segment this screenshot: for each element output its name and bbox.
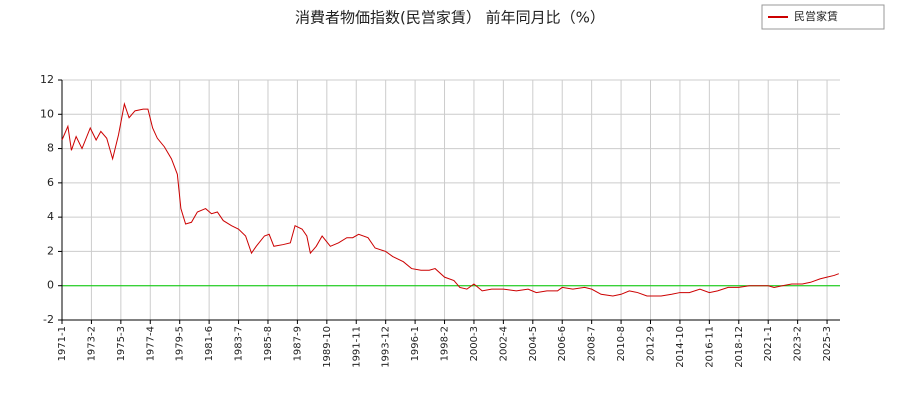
x-tick-label: 2002-4 [498,326,509,361]
y-tick-label: 8 [47,142,54,155]
data-line [61,102,839,297]
x-tick-label: 1979-5 [175,326,186,361]
y-tick-label: 0 [47,279,54,292]
legend-label: 民営家賃 [794,9,838,23]
x-tick-label: 1996-1 [410,326,421,361]
x-tick-label: 2010-8 [616,326,627,361]
chart-title: 消費者物価指数(民営家賃） 前年同月比（%） [295,9,605,27]
x-tick-label: 1989-10 [322,326,333,368]
x-tick-label: 2012-9 [646,326,657,361]
y-tick-label: 2 [47,244,54,257]
y-tick-label: 6 [47,176,54,189]
x-tick-label: 1981-6 [204,326,215,361]
x-tick-label: 2023-2 [793,326,804,361]
x-tick-label: 1975-3 [116,326,127,361]
x-tick-label: 1998-2 [440,326,451,361]
x-tick-label: 2008-7 [587,326,598,361]
x-tick-label: 2018-12 [734,326,745,368]
x-tick-label: 1985-8 [263,326,274,361]
x-tick-label: 1973-2 [86,326,97,361]
x-tick-label: 2004-5 [528,326,539,361]
x-tick-label: 2021-1 [763,326,774,361]
x-tick-label: 1991-11 [351,326,362,368]
x-tick-label: 1983-7 [234,326,245,361]
y-tick-label: 4 [47,210,54,223]
x-tick-label: 2025-3 [822,326,833,361]
y-tick-label: 12 [40,73,54,86]
x-tick-label: 1993-12 [381,326,392,368]
x-tick-label: 2000-3 [469,326,480,361]
x-tick-label: 2016-11 [704,326,715,368]
y-tick-label: -2 [43,313,54,326]
x-tick-label: 2014-10 [675,326,686,368]
x-tick-label: 2006-6 [557,326,568,361]
x-tick-label: 1971-1 [57,326,68,361]
x-tick-label: 1987-9 [292,326,303,361]
y-tick-label: 10 [40,107,54,120]
x-tick-label: 1977-4 [145,326,156,361]
